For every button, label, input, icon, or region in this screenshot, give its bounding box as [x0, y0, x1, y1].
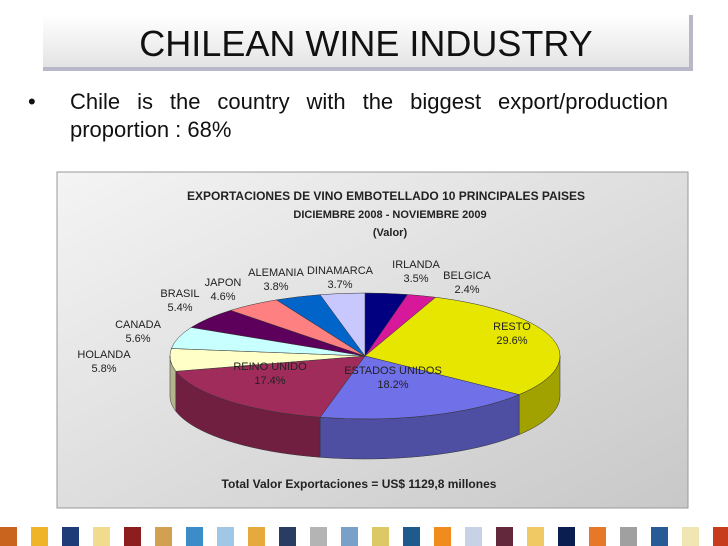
slice-value-label: 3.7%: [327, 279, 352, 291]
decor-square: [310, 527, 327, 546]
decor-square: [124, 527, 141, 546]
decor-square: [341, 527, 358, 546]
chart-title: EXPORTACIONES DE VINO EMBOTELLADO 10 PRI…: [187, 189, 585, 203]
decor-square: [620, 527, 637, 546]
decor-square: [527, 527, 544, 546]
decor-square: [682, 527, 699, 546]
slice-value-label: 17.4%: [254, 375, 285, 387]
slice-label: HOLANDA: [77, 349, 131, 361]
chart-subtitle: DICIEMBRE 2008 - NOVIEMBRE 2009: [293, 209, 486, 221]
decor-square: [713, 527, 728, 546]
chart-annotation: Total Valor Exportaciones = US$ 1129,8 m…: [222, 477, 497, 491]
slice: [319, 292, 366, 357]
slice-label: ESTADOS UNIDOS: [344, 365, 442, 377]
slice-label: REINO UNIDO: [233, 361, 307, 373]
decor-square: [589, 527, 606, 546]
decor-square: [372, 527, 389, 546]
decor-square: [403, 527, 420, 546]
decor-square: [31, 527, 48, 546]
decor-square: [434, 527, 451, 546]
slice-value-label: 5.4%: [167, 302, 192, 314]
decor-square: [62, 527, 79, 546]
slice: [319, 355, 520, 420]
slice-value-label: 3.8%: [263, 281, 288, 293]
slice-value-label: 5.8%: [91, 363, 116, 375]
slice-value-label: 2.4%: [454, 284, 479, 296]
decor-square: [279, 527, 296, 546]
slice-label: CANADA: [115, 319, 162, 331]
slice-label: BELGICA: [443, 270, 491, 282]
decor-square: [248, 527, 265, 546]
slide-title: CHILEAN WINE INDUSTRY: [43, 15, 693, 71]
decor-square: [155, 527, 172, 546]
decor-square: [558, 527, 575, 546]
chart-subtitle: (Valor): [373, 227, 408, 239]
slice-label: IRLANDA: [392, 259, 440, 271]
slice-value-label: 18.2%: [377, 379, 408, 391]
slice-label: BRASIL: [160, 288, 199, 300]
decor-square: [651, 527, 668, 546]
slice-label: DINAMARCA: [307, 265, 374, 277]
decor-square: [465, 527, 482, 546]
decor-square: [217, 527, 234, 546]
slice-value-label: 29.6%: [496, 335, 527, 347]
slice-value-label: 4.6%: [210, 291, 235, 303]
slice-label: JAPON: [205, 277, 242, 289]
slice-label: RESTO: [493, 321, 531, 333]
slice: [175, 355, 366, 418]
decor-square: [496, 527, 513, 546]
bullet-text: Chile is the country with the biggest ex…: [28, 88, 668, 144]
slice-value-label: 3.5%: [403, 273, 428, 285]
slice: [364, 297, 561, 395]
slice-label: ALEMANIA: [248, 267, 304, 279]
slice-value-label: 5.6%: [125, 333, 150, 345]
decor-square: [0, 527, 17, 546]
decor-square: [186, 527, 203, 546]
decor-square: [93, 527, 110, 546]
